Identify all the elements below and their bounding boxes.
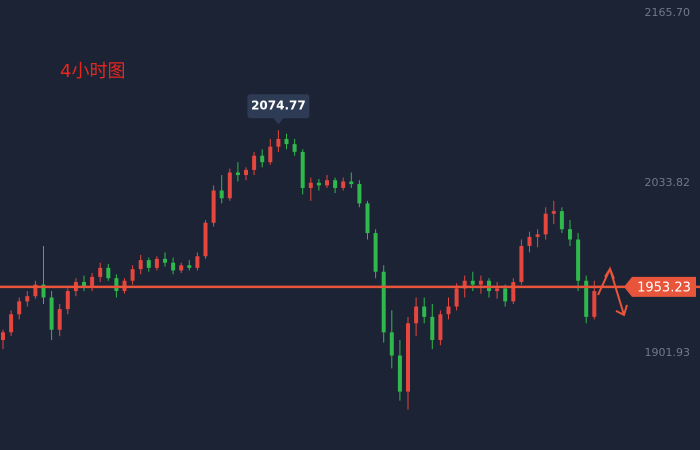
candle-body <box>163 258 167 263</box>
candle-body <box>308 182 313 188</box>
candle-body <box>195 256 200 268</box>
candle-body <box>179 265 184 271</box>
candle-body <box>325 180 329 186</box>
candle-body <box>316 182 321 186</box>
candle-body <box>203 222 208 257</box>
candle-body <box>292 144 297 152</box>
candle-body <box>543 213 548 235</box>
candle-body <box>25 296 30 302</box>
candle-body <box>82 282 86 286</box>
y-tick-label: 2165.70 <box>645 6 691 19</box>
candle-body <box>146 260 151 268</box>
candle-body <box>503 288 508 302</box>
candle-body <box>106 267 111 279</box>
candle-body <box>57 309 62 330</box>
candle-body <box>235 172 240 176</box>
tooltip-pointer <box>273 118 284 125</box>
candle-body <box>551 211 556 214</box>
candle-body <box>389 332 394 356</box>
candle-body <box>65 291 70 310</box>
tooltip-box <box>247 94 310 119</box>
candle-body <box>98 267 103 277</box>
y-tick-label: 1901.93 <box>645 346 691 359</box>
candle-body <box>219 190 224 199</box>
candle-body <box>268 146 273 163</box>
candle-body <box>41 284 46 298</box>
candle-body <box>470 280 475 285</box>
candle-body <box>430 316 435 341</box>
last-price-label: 1953.23 <box>637 280 691 295</box>
candle-body <box>349 181 354 185</box>
candle-body <box>373 233 378 272</box>
candle-body <box>138 260 143 270</box>
candle-body <box>17 301 22 315</box>
candle-body <box>114 278 119 292</box>
candle-body <box>252 155 257 170</box>
candle-body <box>462 280 467 289</box>
candle-body <box>414 306 419 324</box>
candle-body <box>33 284 38 297</box>
y-tick-label: 2033.82 <box>645 176 691 189</box>
candle-body <box>284 138 289 145</box>
candle-body <box>519 245 524 283</box>
tooltip-label: 2074.77 <box>251 99 306 113</box>
candle-body <box>576 239 581 281</box>
candle-body <box>438 314 443 341</box>
candle-body <box>1 332 5 341</box>
candle-body <box>357 184 362 204</box>
candle-body <box>381 271 386 333</box>
candle-body <box>397 355 402 392</box>
candle-body <box>341 181 346 188</box>
candle-body <box>9 314 14 333</box>
candle-body <box>511 282 516 302</box>
candle-body <box>422 306 427 317</box>
last-price-box <box>624 276 696 297</box>
candle-body <box>154 258 159 268</box>
candle-body <box>559 211 564 230</box>
candle-body <box>365 203 370 234</box>
candle-body <box>584 280 589 317</box>
candle-body <box>568 229 572 240</box>
candle-body <box>535 234 540 237</box>
candle-body <box>211 190 216 223</box>
candle-body <box>446 306 451 315</box>
candle-body <box>49 297 54 330</box>
candle-body <box>130 269 135 281</box>
candle-body <box>227 172 232 199</box>
candle-body <box>276 138 281 147</box>
chart-title: 4小时图 <box>60 61 125 82</box>
candle-body <box>171 262 176 271</box>
candle-body <box>478 280 483 285</box>
candle-body <box>244 169 248 176</box>
candle-body <box>454 288 459 307</box>
annotation-arrow <box>597 266 628 317</box>
candle-body <box>187 265 192 268</box>
candle-body <box>527 236 532 246</box>
candle-body <box>406 323 410 392</box>
candle-body <box>495 288 500 292</box>
candle-body <box>260 155 265 163</box>
candle-body <box>300 151 305 188</box>
candle-body <box>90 276 95 286</box>
candle-body <box>333 180 338 188</box>
candle-body <box>592 291 597 317</box>
